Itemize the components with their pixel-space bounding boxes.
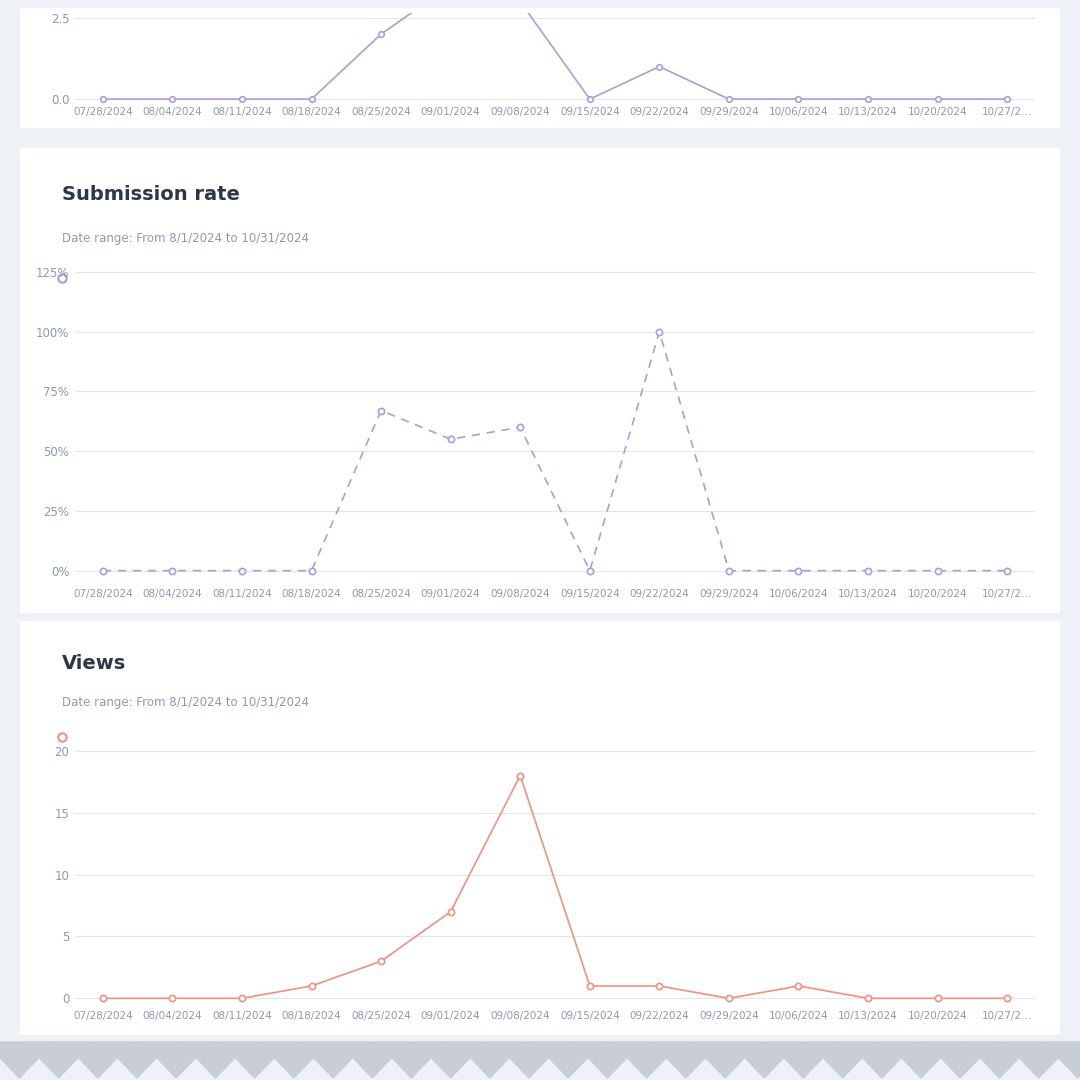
Polygon shape	[964, 1042, 1034, 1078]
Polygon shape	[1043, 1042, 1080, 1078]
Polygon shape	[572, 1042, 642, 1078]
Polygon shape	[180, 1042, 249, 1078]
Text: Views: Views	[80, 730, 114, 743]
Polygon shape	[612, 1042, 681, 1078]
Polygon shape	[377, 1042, 446, 1078]
Polygon shape	[64, 1042, 133, 1078]
Polygon shape	[24, 1042, 93, 1078]
Polygon shape	[848, 1042, 917, 1078]
Polygon shape	[690, 1042, 759, 1078]
Polygon shape	[651, 1042, 720, 1078]
Text: Date range: From 8/1/2024 to 10/31/2024: Date range: From 8/1/2024 to 10/31/2024	[62, 696, 309, 708]
Text: Date range: From 8/1/2024 to 10/31/2024: Date range: From 8/1/2024 to 10/31/2024	[62, 232, 309, 245]
Text: Submission rate: Submission rate	[80, 272, 176, 285]
Text: Views: Views	[62, 654, 126, 673]
Polygon shape	[416, 1042, 485, 1078]
Text: Submission rate: Submission rate	[62, 185, 240, 204]
Polygon shape	[141, 1042, 211, 1078]
Polygon shape	[298, 1042, 367, 1078]
Polygon shape	[1004, 1042, 1074, 1078]
Polygon shape	[495, 1042, 564, 1078]
Polygon shape	[103, 1042, 172, 1078]
Polygon shape	[220, 1042, 289, 1078]
Polygon shape	[0, 1042, 54, 1078]
Polygon shape	[456, 1042, 525, 1078]
Polygon shape	[887, 1042, 956, 1078]
Polygon shape	[926, 1042, 995, 1078]
Polygon shape	[338, 1042, 407, 1078]
Polygon shape	[259, 1042, 328, 1078]
Polygon shape	[534, 1042, 603, 1078]
Polygon shape	[769, 1042, 838, 1078]
Polygon shape	[730, 1042, 799, 1078]
Polygon shape	[808, 1042, 877, 1078]
